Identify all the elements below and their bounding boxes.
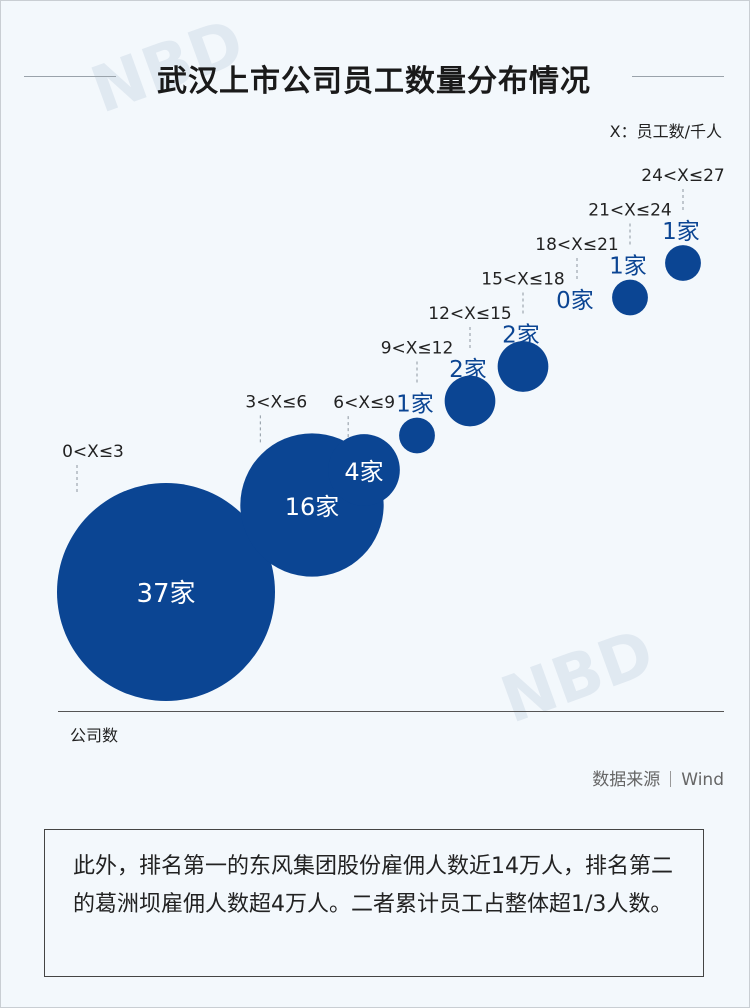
category-label: 18<X≤21 [535, 235, 618, 255]
bubble [399, 417, 435, 454]
category-label: 15<X≤18 [481, 270, 564, 290]
title-rule-right [632, 76, 724, 77]
category-label: 6<X≤9 [333, 393, 395, 413]
value-label: 2家 [449, 357, 487, 383]
source-separator [670, 771, 672, 787]
source-label: 数据来源 [592, 770, 661, 790]
value-label: 0家 [556, 288, 594, 314]
bubble [444, 375, 496, 427]
data-source: 数据来源 Wind [592, 765, 724, 790]
value-label: 4家 [344, 458, 383, 486]
chart-title: 武汉上市公司员工数量分布情况 [157, 64, 591, 99]
bubble [57, 483, 275, 701]
category-label: 9<X≤12 [381, 339, 454, 359]
value-label: 1家 [662, 219, 700, 245]
value-label: 16家 [285, 493, 340, 521]
note-box: 此外，排名第一的东风集团股份雇佣人数近14万人，排名第二的葛洲坝雇佣人数超4万人… [44, 829, 704, 977]
bubble [497, 341, 549, 392]
value-label: 2家 [502, 323, 540, 349]
title-row: 武汉上市公司员工数量分布情况 [24, 52, 724, 102]
category-label: 12<X≤15 [428, 304, 511, 324]
category-label: 3<X≤6 [245, 392, 307, 412]
chart-baseline [58, 711, 724, 712]
bubble [328, 434, 400, 506]
bubble [612, 279, 648, 316]
y-axis-label: 公司数 [70, 726, 119, 745]
bubble [665, 245, 701, 281]
category-label: 24<X≤27 [641, 166, 724, 186]
value-label: 37家 [136, 579, 195, 609]
value-label: 1家 [396, 392, 434, 418]
title-rule-left [24, 76, 116, 77]
note-text: 此外，排名第一的东风集团股份雇佣人数近14万人，排名第二的葛洲坝雇佣人数超4万人… [73, 854, 673, 917]
x-unit-note: X：员工数/千人 [609, 122, 722, 141]
source-value: Wind [681, 770, 724, 790]
value-label: 1家 [609, 254, 647, 280]
category-label: 0<X≤3 [62, 442, 124, 462]
category-label: 21<X≤24 [588, 201, 671, 221]
